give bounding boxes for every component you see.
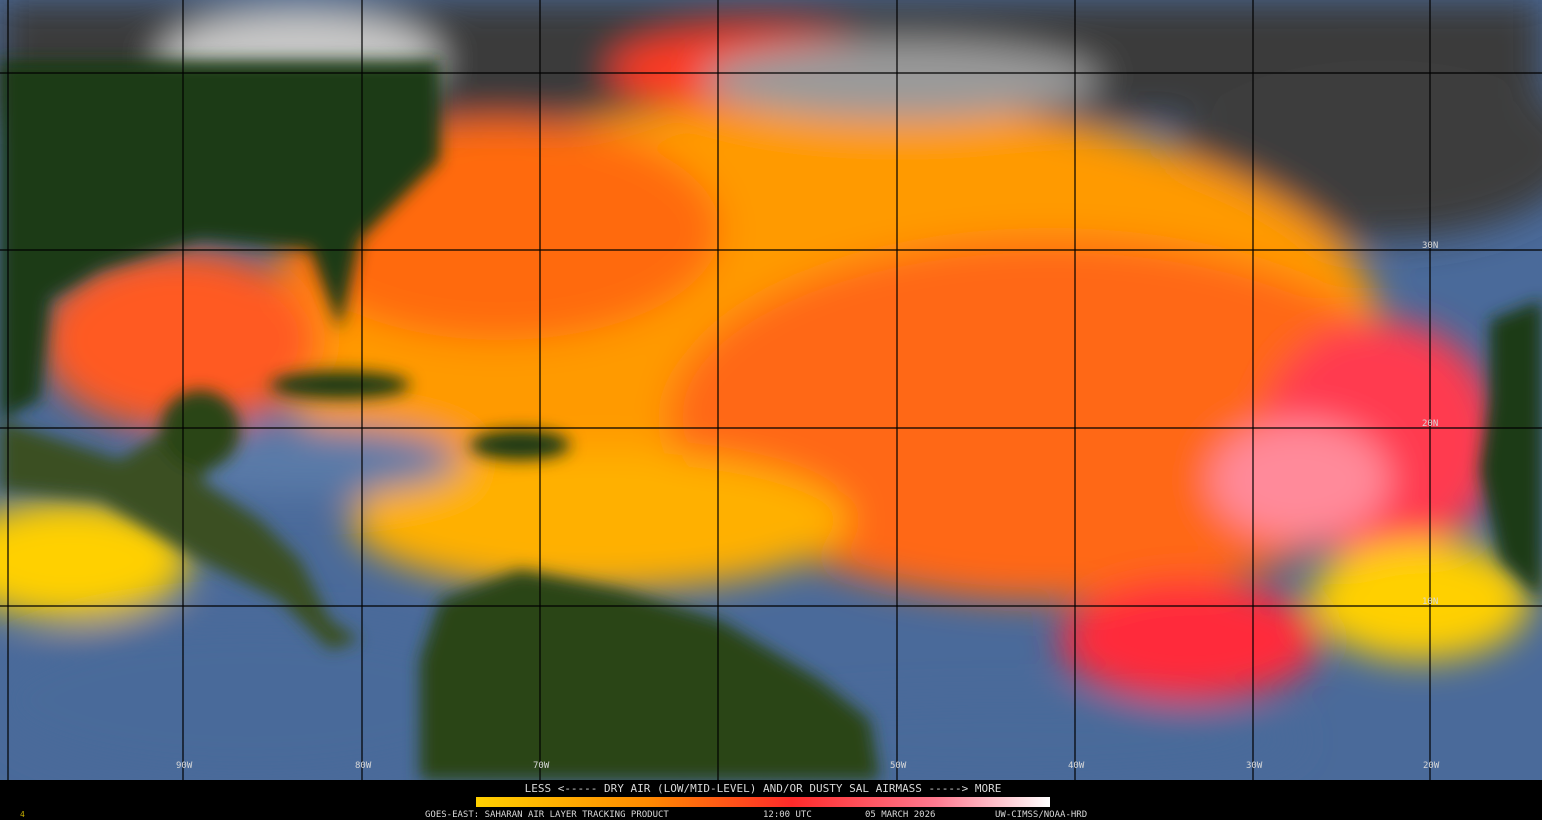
longitude-label: 70W (533, 761, 550, 771)
imagery (0, 0, 1542, 780)
longitude-label: 30W (1246, 761, 1263, 771)
longitude-label: 90W (176, 761, 193, 771)
corner-label: 4 (20, 810, 25, 819)
land (0, 60, 1542, 780)
legend-caption: LESS <----- DRY AIR (LOW/MID-LEVEL) AND/… (525, 782, 1002, 795)
color-scale (476, 797, 1050, 807)
date-label: 05 MARCH 2026 (865, 810, 935, 820)
latitude-label: 20N (1422, 419, 1438, 429)
longitude-label: 20W (1423, 761, 1440, 771)
credit-label: UW-CIMSS/NOAA-HRD (995, 810, 1087, 820)
longitude-label: 50W (890, 761, 907, 771)
latitude-label: 10N (1422, 597, 1438, 607)
graticule (0, 0, 1542, 780)
product-name: GOES-EAST: SAHARAN AIR LAYER TRACKING PR… (425, 810, 669, 820)
longitude-label: 40W (1068, 761, 1085, 771)
time-label: 12:00 UTC (763, 810, 812, 820)
longitude-label: 80W (355, 761, 372, 771)
grid-labels: 90W 80W 70W 50W 40W 30W 20W 30N 20N 10N (176, 241, 1440, 771)
latitude-label: 30N (1422, 241, 1438, 251)
